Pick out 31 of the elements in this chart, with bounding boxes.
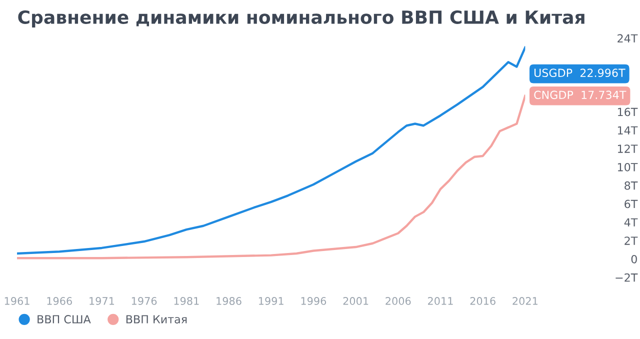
- x-tick-label: 1986: [216, 297, 242, 305]
- x-tick-label: 1991: [258, 297, 284, 305]
- annotation: USGDP 22.996T: [534, 68, 626, 78]
- x-tick-label: 2006: [386, 297, 411, 305]
- y-tick-label: 2T: [624, 236, 638, 245]
- line-series: [17, 94, 526, 260]
- y-tick-label: 6T: [624, 200, 638, 208]
- x-tick-label: 2016: [470, 297, 496, 305]
- x-tick-label: 1971: [90, 297, 114, 305]
- x-tick-label: 1976: [132, 297, 157, 305]
- y-tick-label: 0: [631, 254, 637, 264]
- legend-label: ВВП США: [38, 315, 91, 324]
- y-tick-label: 24T: [618, 34, 638, 42]
- y-tick-label: 8T: [624, 181, 638, 190]
- x-tick-label: 1996: [301, 297, 326, 305]
- chart-title: Сравнение динамики номинального ВВП США и Китая: [18, 10, 584, 28]
- y-tick-label: 10T: [618, 162, 638, 172]
- y-tick-label: 4T: [624, 218, 638, 226]
- x-tick-label: 1966: [47, 297, 72, 305]
- legend-label: ВВП Китая: [126, 315, 187, 324]
- x-tick-label: 1961: [4, 297, 30, 305]
- y-tick-label: 12T: [618, 144, 638, 153]
- x-tick-label: 2011: [428, 297, 453, 305]
- x-tick-label: 2001: [343, 297, 368, 305]
- x-tick-label: 1981: [174, 297, 199, 305]
- annotation: CNGDP 17.734T: [534, 90, 626, 100]
- y-tick-label: 16T: [618, 108, 638, 116]
- y-tick-label: −2T: [616, 273, 638, 282]
- y-tick-label: 14T: [618, 126, 638, 134]
- x-tick-label: 2021: [512, 297, 538, 305]
- line-series: [17, 46, 526, 255]
